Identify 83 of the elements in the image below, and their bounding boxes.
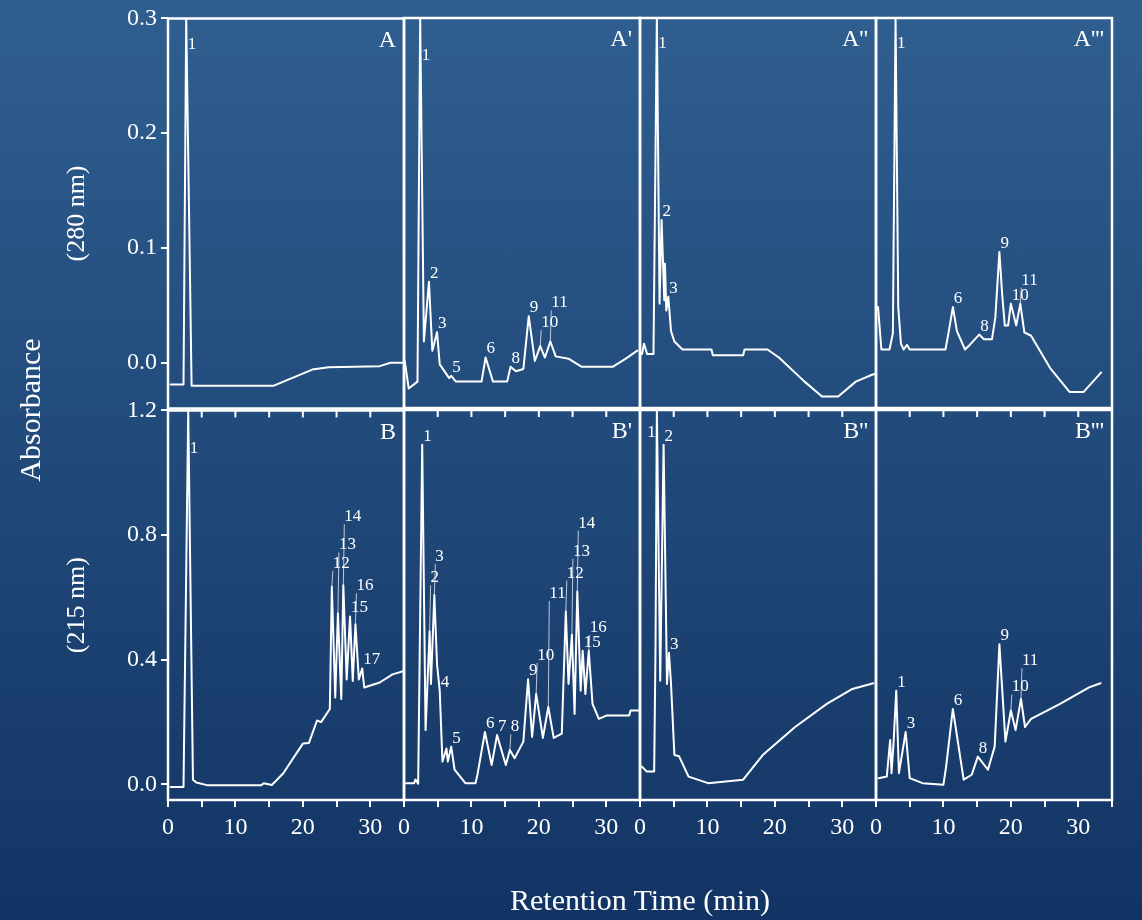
annotation: 6 (486, 338, 496, 358)
annotation: 1 (421, 44, 431, 64)
annotation: 6 (485, 712, 495, 732)
y-tick-label: 0.4 (127, 644, 157, 671)
annotation: 9 (1000, 232, 1009, 252)
x-tick-label: 10 (459, 812, 484, 839)
y-tick-label: 0.3 (127, 3, 157, 30)
annotation: 14 (578, 512, 596, 532)
x-tick-label: 20 (762, 812, 787, 839)
annotation: 13 (338, 533, 356, 553)
annotation: 6 (953, 689, 963, 709)
y-tick-label: 0.1 (127, 232, 157, 259)
annotation: 6 (953, 288, 963, 308)
x-tick-label: 30 (594, 812, 619, 839)
annotation: 10 (537, 644, 555, 664)
x-tick-label: 0 (634, 812, 646, 839)
x-tick-label: 0 (870, 812, 882, 839)
x-tick-label: 20 (290, 812, 315, 839)
x-tick-label: 0 (162, 812, 174, 839)
annotation: 7 (498, 716, 508, 736)
annotation: 3 (435, 545, 444, 565)
annotation: 2 (664, 425, 674, 445)
x-axis-title: Retention Time (min) (509, 883, 771, 917)
annotation: 2 (662, 200, 672, 220)
x-tick-label: 20 (998, 812, 1023, 839)
annotation: 1 (647, 422, 656, 442)
annotation: 11 (1021, 649, 1039, 669)
annotation: 10 (541, 312, 559, 332)
x-tick-label: 0 (398, 812, 410, 839)
annotation: 3 (669, 633, 679, 653)
annotation: 9 (529, 660, 538, 680)
annotation: 11 (551, 292, 568, 312)
annotation: 3 (906, 712, 916, 732)
annotation: 8 (980, 315, 989, 335)
chart-title: B'' (843, 417, 868, 444)
x-tick-label: 30 (1066, 812, 1091, 839)
x-tick-label: 10 (931, 812, 956, 839)
annotation: 13 (572, 540, 590, 560)
x-tick-label: 30 (358, 812, 383, 839)
x-tick-label: 20 (526, 812, 551, 839)
annotation: 16 (356, 574, 374, 594)
annotation: 1 (896, 33, 906, 53)
y-axis-title: (215 nm) (61, 556, 91, 653)
annotation: 8 (978, 737, 988, 757)
y-tick-label: 0.8 (127, 519, 157, 546)
y-tick-label: 0.0 (127, 347, 157, 374)
annotation: 1 (658, 33, 667, 53)
annotation: 8 (511, 347, 521, 367)
chart-title: B (379, 417, 396, 444)
annotation: 5 (452, 727, 461, 747)
annotation: 3 (669, 277, 678, 297)
annotation: 9 (1000, 625, 1009, 645)
y-axis-title: (280 nm) (61, 165, 91, 262)
annotation: 1 (187, 33, 197, 53)
annotation: 12 (332, 552, 350, 572)
chart-title: A'' (842, 25, 868, 52)
annotation: 17 (363, 649, 381, 669)
annotation: 5 (452, 356, 461, 376)
x-tick-label: 30 (830, 812, 855, 839)
annotation: 1 (897, 671, 906, 691)
annotation: 1 (423, 425, 432, 445)
chart-title: A' (610, 25, 632, 52)
y-tick-label: 0.2 (127, 118, 157, 145)
chart-title: B' (611, 417, 632, 444)
annotation: 14 (344, 505, 362, 525)
annotation: 1 (189, 437, 199, 457)
annotation: 4 (440, 671, 450, 691)
chart-title: A (378, 25, 397, 52)
chart-title: B''' (1075, 417, 1104, 444)
x-tick-label: 10 (695, 812, 720, 839)
y-tick-label: 0.0 (127, 769, 157, 796)
annotation: 10 (1011, 676, 1029, 696)
annotation: 2 (429, 262, 439, 282)
annotation: 9 (529, 297, 539, 317)
annotation: 8 (510, 716, 520, 736)
chart-title: A''' (1073, 25, 1104, 52)
y-tick-label: 1.2 (127, 395, 157, 422)
annotation: 2 (430, 567, 440, 587)
x-tick-label: 10 (223, 812, 248, 839)
text: Absorbance (13, 338, 47, 482)
annotation: 11 (549, 582, 566, 602)
annotation: 15 (351, 596, 369, 616)
annotation: 3 (438, 313, 447, 333)
